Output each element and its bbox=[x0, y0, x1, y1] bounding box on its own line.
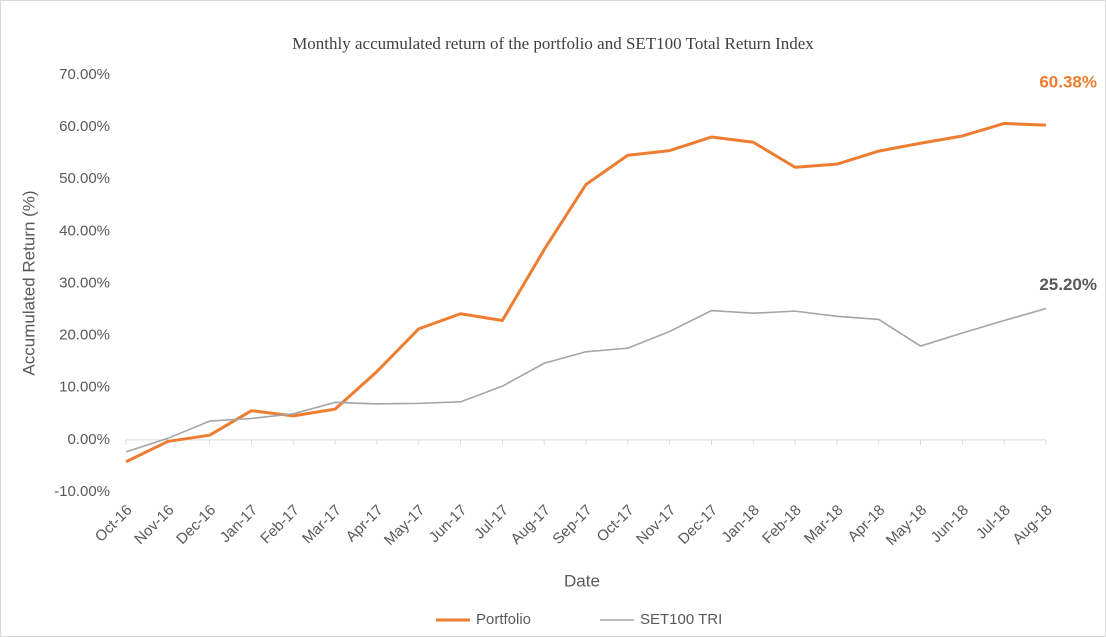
chart-title: Monthly accumulated return of the portfo… bbox=[292, 34, 814, 53]
y-tick-label: 60.00% bbox=[59, 118, 110, 135]
end-label: 60.38% bbox=[1039, 73, 1097, 92]
y-tick-label: 10.00% bbox=[59, 379, 110, 396]
y-tick-label: 20.00% bbox=[59, 327, 110, 344]
y-tick-label: 0.00% bbox=[67, 431, 110, 448]
y-tick-label: -10.00% bbox=[54, 483, 110, 500]
y-tick-label: 50.00% bbox=[59, 170, 110, 187]
y-axis-title: Accumulated Return (%) bbox=[19, 190, 38, 375]
series-line bbox=[125, 121, 1047, 464]
y-tick-label: 70.00% bbox=[59, 66, 110, 83]
end-label: 25.20% bbox=[1039, 275, 1097, 294]
legend-label: SET100 TRI bbox=[640, 611, 722, 628]
y-tick-label: 30.00% bbox=[59, 274, 110, 291]
series-line bbox=[125, 307, 1047, 453]
y-tick-label: 40.00% bbox=[59, 222, 110, 239]
x-axis-title: Date bbox=[564, 571, 600, 590]
legend-label: Portfolio bbox=[476, 611, 531, 628]
